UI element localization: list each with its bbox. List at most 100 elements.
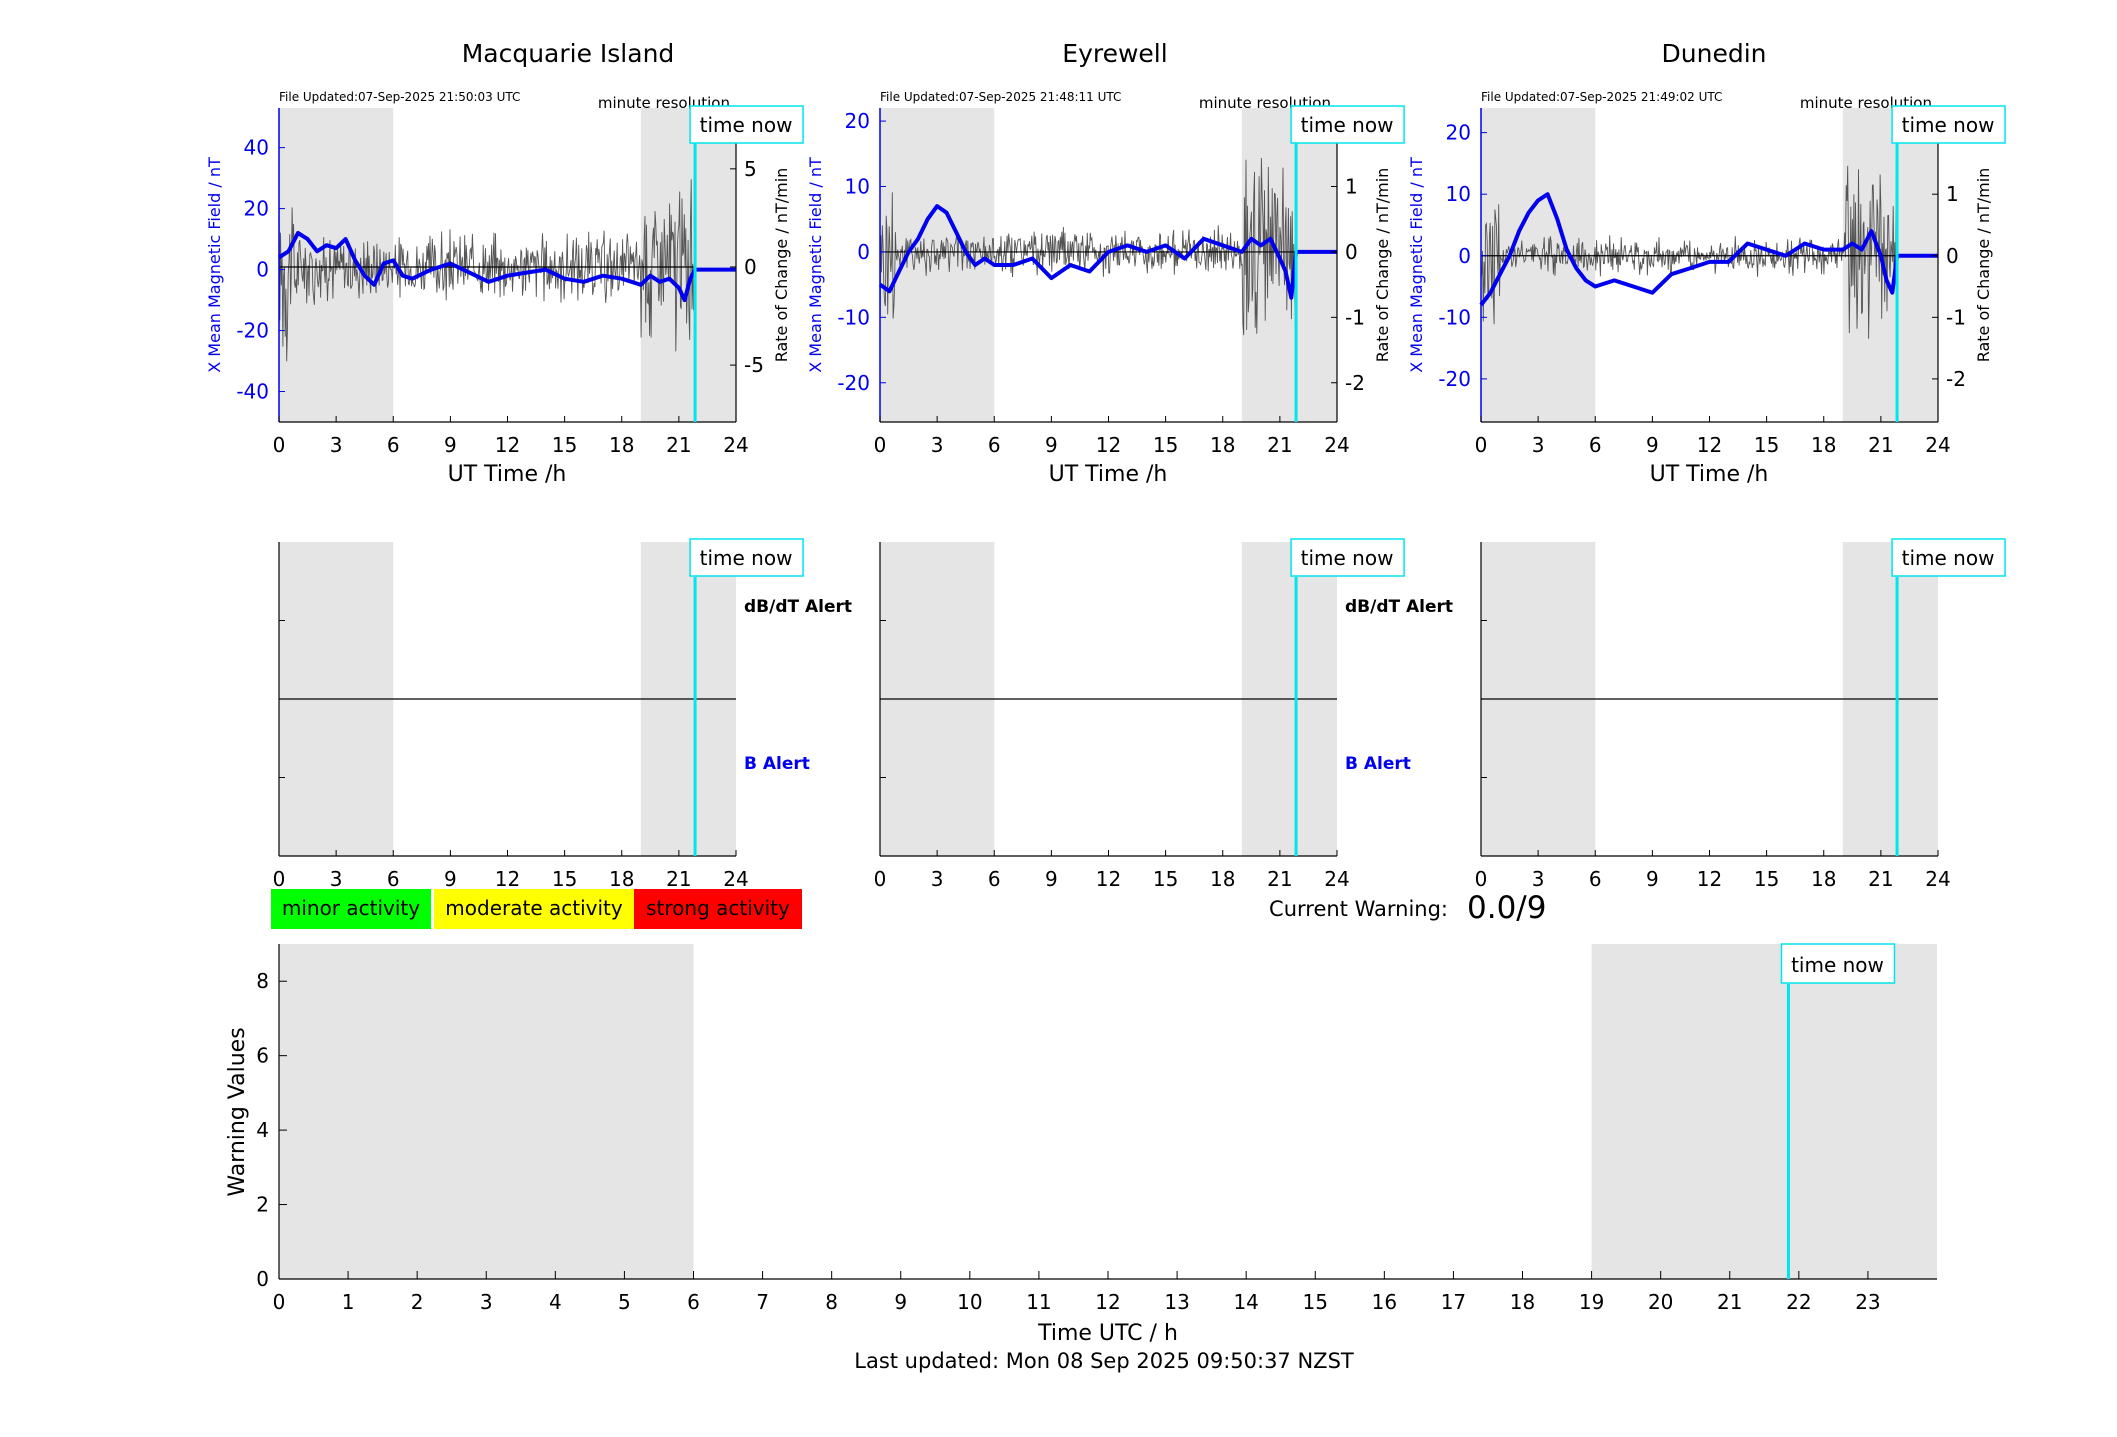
x-tick-label: 3 [480,1290,493,1314]
x-tick-label: 12 [1096,433,1121,457]
right-tick-label: -2 [1946,367,1966,391]
x-tick-label: 22 [1786,1290,1811,1314]
night-shade [1591,944,1937,1279]
x-tick-label: 10 [957,1290,982,1314]
dbdt-alert-label: dB/dT Alert [744,597,852,617]
field-series-line [878,204,1337,300]
x-tick-label: 6 [988,433,1001,457]
x-tick-label: 0 [273,1290,286,1314]
right-tick-label: -1 [1946,305,1966,329]
left-tick-label: 20 [1446,121,1471,145]
alert-panel-1: 0 3 6 9 12 15 18 21 24 time now dB/dT Alert B Alert [273,538,852,891]
x-tick-label: 3 [330,433,343,457]
legend-minor-label: minor activity [282,896,420,920]
x-tick-label: 24 [1925,867,1950,891]
station-title: Eyrewell [1062,39,1167,68]
x-tick-label: 9 [444,867,457,891]
y-tick-label: 4 [256,1118,269,1142]
x-tick-label: 18 [1811,867,1836,891]
x-tick-label: 0 [273,867,286,891]
y-axis-label: Warning Values [225,1027,250,1196]
left-tick-label: -20 [236,319,269,343]
time-now-box [1891,538,2006,577]
x-tick-label: 3 [330,867,343,891]
time-now-label: time now [1301,113,1394,137]
time-now-box [689,538,804,577]
x-tick-label: 9 [1045,433,1058,457]
x-tick-label: 18 [1210,433,1235,457]
x-tick-label: 24 [723,433,748,457]
left-tick-label: 20 [845,109,870,133]
time-now-label: time now [700,546,793,570]
time-now-box [1290,105,1405,144]
x-tick-label: 18 [1210,867,1235,891]
left-tick-label: 10 [845,175,870,199]
rate-of-change-line [1480,158,1898,339]
left-tick-label: 0 [1458,244,1471,268]
x-tick-label: 6 [1589,867,1602,891]
right-tick-label: 0 [744,255,757,279]
y-tick-label: 0 [256,1267,269,1291]
left-tick-label: 0 [256,258,269,282]
x-tick-label: 17 [1441,1290,1466,1314]
right-axis-label: Rate of Change / nT/min [772,168,791,363]
left-tick-label: 0 [857,240,870,264]
x-tick-label: 3 [931,867,944,891]
time-now-label: time now [1902,113,1995,137]
x-tick-label: 18 [1811,433,1836,457]
x-tick-label: 15 [552,867,577,891]
footer-last-updated: Last updated: Mon 08 Sep 2025 09:50:37 N… [854,1349,1354,1373]
x-tick-label: 24 [1324,433,1349,457]
x-tick-label: 9 [1045,867,1058,891]
x-tick-label: 6 [387,433,400,457]
legend-strong-label: strong activity [646,896,790,920]
time-now-label: time now [1791,953,1884,977]
b-alert-label: B Alert [744,754,810,774]
x-tick-label: 20 [1648,1290,1673,1314]
right-tick-label: 1 [1946,182,1959,206]
x-tick-label: 6 [387,867,400,891]
file-updated-text: File Updated:07-Sep-2025 21:48:11 UTC [880,90,1121,104]
x-tick-label: 21 [666,867,691,891]
field-series-line [277,231,736,303]
right-axis-label: Rate of Change / nT/min [1373,168,1392,363]
x-tick-label: 24 [723,867,748,891]
b-alert-label: B Alert [1345,754,1411,774]
x-tick-label: 12 [495,433,520,457]
x-tick-label: 12 [495,867,520,891]
x-tick-label: 18 [609,433,634,457]
x-tick-label: 15 [1153,867,1178,891]
x-tick-label: 12 [1096,867,1121,891]
left-tick-label: -20 [837,371,870,395]
legend-strong-swatch [634,889,802,929]
left-tick-label: -40 [236,380,269,404]
x-tick-label: 12 [1697,867,1722,891]
time-now-label: time now [700,113,793,137]
x-tick-label: 5 [618,1290,631,1314]
x-tick-label: 21 [1868,433,1893,457]
x-axis-label: UT Time /h [1049,462,1168,487]
x-tick-label: 0 [1475,433,1488,457]
left-axis-label: X Mean Magnetic Field / nT [806,157,825,373]
x-tick-label: 6 [988,867,1001,891]
x-tick-label: 21 [666,433,691,457]
x-tick-label: 3 [1532,867,1545,891]
file-updated-text: File Updated:07-Sep-2025 21:49:02 UTC [1481,90,1722,104]
left-tick-label: 10 [1446,182,1471,206]
x-tick-label: 21 [1267,433,1292,457]
x-tick-label: 1 [342,1290,355,1314]
x-tick-label: 4 [549,1290,562,1314]
x-tick-label: 21 [1267,867,1292,891]
station-title: Macquarie Island [462,39,675,68]
night-shade [279,944,694,1279]
alert-panel-3: 0 3 6 9 12 15 18 21 24 time now [1475,538,2006,891]
x-tick-label: 9 [1646,433,1659,457]
time-now-box [689,105,804,144]
x-tick-label: 15 [1303,1290,1328,1314]
x-tick-label: 12 [1095,1290,1120,1314]
x-tick-label: 18 [609,867,634,891]
left-axis-label: X Mean Magnetic Field / nT [205,157,224,373]
current-warning-value: 0.0/9 [1467,890,1546,926]
